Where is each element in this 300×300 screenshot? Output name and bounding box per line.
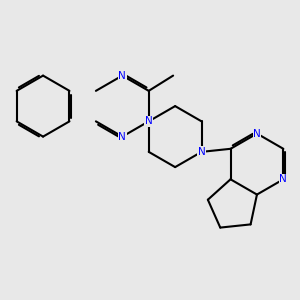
Text: N: N (198, 147, 206, 157)
Text: N: N (118, 70, 126, 81)
Text: N: N (145, 116, 153, 126)
Text: N: N (253, 129, 261, 139)
Text: N: N (280, 174, 287, 184)
Text: N: N (118, 132, 126, 142)
